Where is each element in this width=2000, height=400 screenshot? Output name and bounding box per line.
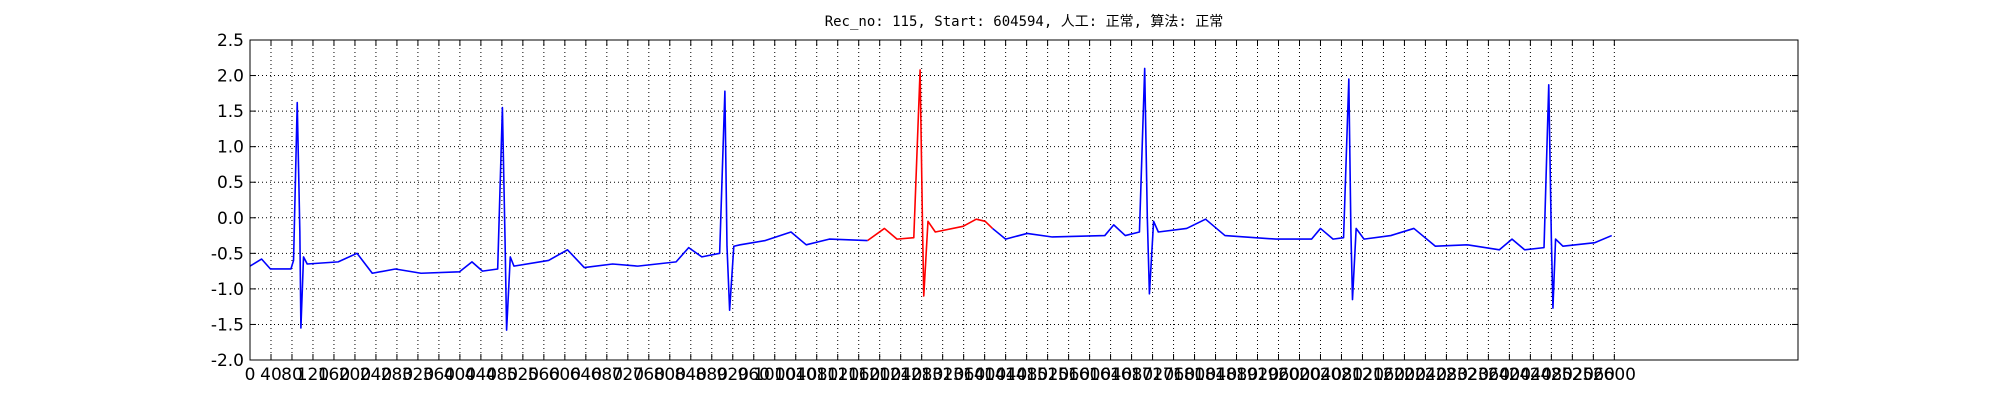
- x-tick-label: 2560: [1572, 365, 1615, 385]
- x-tick-label: 1440: [984, 365, 1027, 385]
- x-tick-label: 1480: [1005, 365, 1048, 385]
- x-tick-label: 2160: [1362, 365, 1405, 385]
- x-tick-label: 360: [423, 365, 455, 385]
- y-tick-label: 2.5: [217, 31, 244, 51]
- x-tick-label: 1800: [1173, 365, 1216, 385]
- y-tick-label: -1.5: [211, 315, 244, 335]
- x-tick-label: 120: [297, 365, 329, 385]
- x-tick-label: 240: [360, 365, 392, 385]
- x-tick-label: 1240: [879, 365, 922, 385]
- x-tick-label: 1560: [1047, 365, 1090, 385]
- x-tick-label: 1160: [837, 365, 880, 385]
- ecg-line: [867, 69, 994, 297]
- x-tick-label: 880: [696, 365, 728, 385]
- x-tick-label: 480: [486, 365, 518, 385]
- x-tick-label: 1400: [963, 365, 1006, 385]
- x-tick-label: 1000: [753, 365, 796, 385]
- x-tick-label: 1920: [1236, 365, 1279, 385]
- x-tick-label: 280: [381, 365, 413, 385]
- x-tick-label: 80: [281, 365, 303, 385]
- x-tick-label: 1360: [942, 365, 985, 385]
- labels: -2.0-1.5-1.0-0.50.00.51.01.52.02.50 40 801…: [211, 31, 1636, 385]
- x-tick-label: 2200: [1383, 365, 1426, 385]
- chart-title: Rec_no: 115, Start: 604594, 人工: 正常, 算法: …: [825, 14, 1224, 30]
- x-tick-label: 560: [528, 365, 560, 385]
- x-tick-label: 400: [444, 365, 476, 385]
- x-tick-label: 1040: [774, 365, 817, 385]
- x-tick-label: 1680: [1110, 365, 1153, 385]
- x-tick-label: 2080: [1320, 365, 1363, 385]
- x-tick-label: 2400: [1488, 365, 1531, 385]
- x-tick-label: 160: [318, 365, 350, 385]
- x-tick-label: 1720: [1131, 365, 1174, 385]
- x-tick-label: 2120: [1341, 365, 1384, 385]
- x-tick-label: 640: [570, 365, 602, 385]
- x-tick-label: 1760: [1152, 365, 1195, 385]
- x-tick-label: 2600: [1593, 365, 1636, 385]
- lines: [249, 67, 1613, 331]
- x-tick-label: 2040: [1299, 365, 1342, 385]
- x-tick-label: 840: [675, 365, 707, 385]
- x-tick-label: 1320: [921, 365, 964, 385]
- x-tick-label: 2360: [1467, 365, 1510, 385]
- x-tick-label: 1520: [1026, 365, 1069, 385]
- x-tick-label: 1880: [1215, 365, 1258, 385]
- x-tick-label: 920: [717, 365, 749, 385]
- x-tick-label: 520: [507, 365, 539, 385]
- x-tick-label: 1200: [858, 365, 901, 385]
- x-tick-label: 1280: [900, 365, 943, 385]
- y-tick-label: -2.0: [211, 351, 244, 371]
- x-tick-label: 1080: [795, 365, 838, 385]
- x-tick-label: 320: [402, 365, 434, 385]
- x-tick-label: 2440: [1509, 365, 1552, 385]
- x-tick-label: 680: [591, 365, 623, 385]
- x-tick-label: 1840: [1194, 365, 1237, 385]
- ecg-line: [992, 67, 1613, 309]
- y-tick-label: 1.0: [217, 138, 244, 158]
- x-tick-label: 1120: [816, 365, 859, 385]
- y-tick-label: 1.5: [217, 102, 244, 122]
- x-tick-label: 1600: [1068, 365, 1111, 385]
- x-tick-label: 960: [738, 365, 770, 385]
- ecg-line: [249, 90, 868, 331]
- x-tick-label: 2240: [1404, 365, 1447, 385]
- x-tick-label: 800: [654, 365, 686, 385]
- x-tick-label: 1960: [1257, 365, 1300, 385]
- x-tick-label: 2320: [1446, 365, 1489, 385]
- x-tick-label: 1640: [1089, 365, 1132, 385]
- y-tick-label: -0.5: [211, 244, 244, 264]
- y-tick-label: 2.0: [217, 67, 244, 87]
- grid: [249, 39, 1798, 361]
- x-tick-label: 720: [612, 365, 644, 385]
- x-tick-label: 0: [245, 365, 256, 385]
- x-tick-label: 2000: [1278, 365, 1321, 385]
- y-tick-label: 0.0: [217, 209, 244, 229]
- y-tick-label: -1.0: [211, 280, 244, 300]
- x-tick-label: 200: [339, 365, 371, 385]
- x-tick-label: 2280: [1425, 365, 1468, 385]
- x-tick-label: 440: [465, 365, 497, 385]
- x-tick-label: 760: [633, 365, 665, 385]
- x-tick-label: 600: [549, 365, 581, 385]
- x-tick-label: 40: [260, 365, 282, 385]
- y-tick-label: 0.5: [217, 173, 244, 193]
- x-tick-label: 2520: [1551, 365, 1594, 385]
- x-tick-label: 2480: [1530, 365, 1573, 385]
- plot-frame: [249, 39, 1799, 361]
